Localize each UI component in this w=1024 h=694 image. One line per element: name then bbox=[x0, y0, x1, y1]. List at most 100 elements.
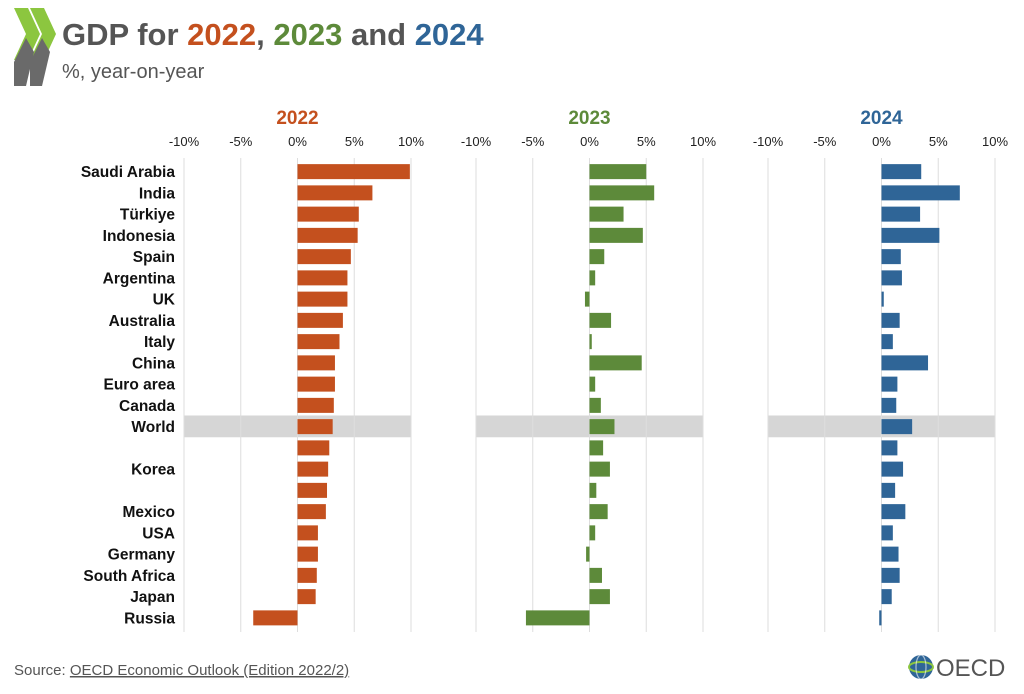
bar-2022 bbox=[297, 227, 358, 243]
bar-2023 bbox=[589, 312, 612, 328]
bar-2023 bbox=[589, 440, 604, 456]
category-label: South Africa bbox=[83, 568, 175, 585]
bar-2024 bbox=[879, 610, 882, 626]
bar-2022 bbox=[297, 312, 343, 328]
bar-2022 bbox=[297, 482, 328, 498]
title-year-2022: 2022 bbox=[187, 17, 256, 52]
source-link[interactable]: OECD Economic Outlook (Edition 2022/2) bbox=[70, 662, 349, 679]
bar-2022 bbox=[297, 270, 348, 286]
bar-2023 bbox=[525, 610, 590, 626]
bar-2022 bbox=[297, 164, 410, 180]
bar-2024 bbox=[881, 355, 929, 371]
bar-2022 bbox=[297, 334, 340, 350]
bar-2022 bbox=[297, 419, 333, 435]
bar-2023 bbox=[589, 164, 647, 180]
bar-2022 bbox=[253, 610, 298, 626]
x-tick-label: 0% bbox=[872, 134, 891, 149]
bar-2023 bbox=[589, 334, 592, 350]
x-tick-label: -10% bbox=[461, 134, 492, 149]
category-label: Russia bbox=[124, 610, 175, 627]
x-tick-label: 0% bbox=[288, 134, 307, 149]
x-tick-label: 10% bbox=[690, 134, 716, 149]
bar-2023 bbox=[589, 270, 596, 286]
panel-2022: -10% -5% 0% 5% 10% 2022 bbox=[169, 108, 424, 632]
source-prefix: Source: bbox=[14, 662, 70, 679]
x-tick-label: -10% bbox=[169, 134, 200, 149]
panel-title-2024: 2024 bbox=[860, 108, 903, 129]
x-tick-label: 5% bbox=[637, 134, 656, 149]
bar-2022 bbox=[297, 185, 373, 201]
bar-2024 bbox=[881, 249, 901, 265]
x-tick-label: 10% bbox=[982, 134, 1008, 149]
bar-2022 bbox=[297, 355, 335, 371]
bar-2022 bbox=[297, 504, 326, 520]
x-tick-label: -10% bbox=[753, 134, 784, 149]
category-label: China bbox=[132, 355, 175, 372]
title-sep-2: and bbox=[342, 17, 414, 52]
category-label: Korea bbox=[131, 462, 175, 479]
category-label: Saudi Arabia bbox=[81, 164, 176, 181]
bar-2022 bbox=[297, 589, 316, 605]
chart-subtitle: %, year-on-year bbox=[62, 61, 205, 83]
category-label: Japan bbox=[130, 589, 175, 606]
bar-2023 bbox=[584, 291, 590, 307]
bar-2024 bbox=[881, 482, 896, 498]
bar-2024 bbox=[881, 397, 897, 413]
bar-2022 bbox=[297, 249, 351, 265]
bar-2022 bbox=[297, 546, 318, 562]
bar-2023 bbox=[589, 567, 602, 583]
bar-2023 bbox=[589, 482, 597, 498]
bar-2024 bbox=[881, 567, 900, 583]
bar-2024 bbox=[881, 270, 902, 286]
category-label: Italy bbox=[144, 334, 175, 351]
plot-area: -10% -5% 0% 5% 10%2022-10% -5% 0% 5% 10%2023-10%… bbox=[81, 108, 1008, 632]
bar-2022 bbox=[297, 291, 348, 307]
x-tick-label: 10% bbox=[398, 134, 424, 149]
bar-2023 bbox=[589, 461, 610, 477]
bar-2022 bbox=[297, 376, 335, 392]
bar-2024 bbox=[881, 291, 884, 307]
category-label: USA bbox=[142, 525, 175, 542]
title-year-2023: 2023 bbox=[273, 17, 342, 52]
category-label: Euro area bbox=[103, 377, 175, 394]
x-tick-label: 0% bbox=[580, 134, 599, 149]
category-label: Spain bbox=[133, 249, 175, 266]
category-label: Argentina bbox=[103, 270, 176, 287]
panel-title-2023: 2023 bbox=[568, 108, 610, 129]
bar-2022 bbox=[297, 567, 317, 583]
oecd-logo-text: OECD bbox=[936, 655, 1005, 682]
x-tick-label: -5% bbox=[521, 134, 545, 149]
bar-2024 bbox=[881, 185, 960, 201]
bar-2023 bbox=[589, 504, 608, 520]
bar-2023 bbox=[589, 227, 643, 243]
oecd-globe-logo: OECD bbox=[908, 654, 1005, 682]
bar-2023 bbox=[589, 525, 596, 541]
bar-2024 bbox=[881, 164, 922, 180]
bar-2023 bbox=[586, 546, 590, 562]
title-prefix: GDP for bbox=[62, 17, 187, 52]
x-tick-label: 5% bbox=[345, 134, 364, 149]
source-note: Source: OECD Economic Outlook (Edition 2… bbox=[14, 662, 349, 679]
bar-2024 bbox=[881, 440, 898, 456]
bar-2024 bbox=[881, 419, 913, 435]
bar-2024 bbox=[881, 376, 898, 392]
category-label: Canada bbox=[119, 398, 175, 415]
category-label: Mexico bbox=[122, 504, 175, 521]
bar-2022 bbox=[297, 525, 318, 541]
chart-title: GDP for 2022, 2023 and 2024 bbox=[62, 17, 484, 52]
x-tick-label: -5% bbox=[229, 134, 253, 149]
bar-2023 bbox=[589, 376, 596, 392]
bar-2024 bbox=[881, 589, 892, 605]
x-tick-label: 5% bbox=[929, 134, 948, 149]
bar-2022 bbox=[297, 440, 330, 456]
bar-2024 bbox=[881, 525, 893, 541]
title-year-2024: 2024 bbox=[415, 17, 485, 52]
bar-2023 bbox=[589, 206, 624, 222]
bar-2024 bbox=[881, 504, 906, 520]
category-label: Türkiye bbox=[120, 207, 176, 224]
bar-2023 bbox=[589, 419, 615, 435]
bar-2023 bbox=[589, 397, 601, 413]
x-tick-label: -5% bbox=[813, 134, 837, 149]
